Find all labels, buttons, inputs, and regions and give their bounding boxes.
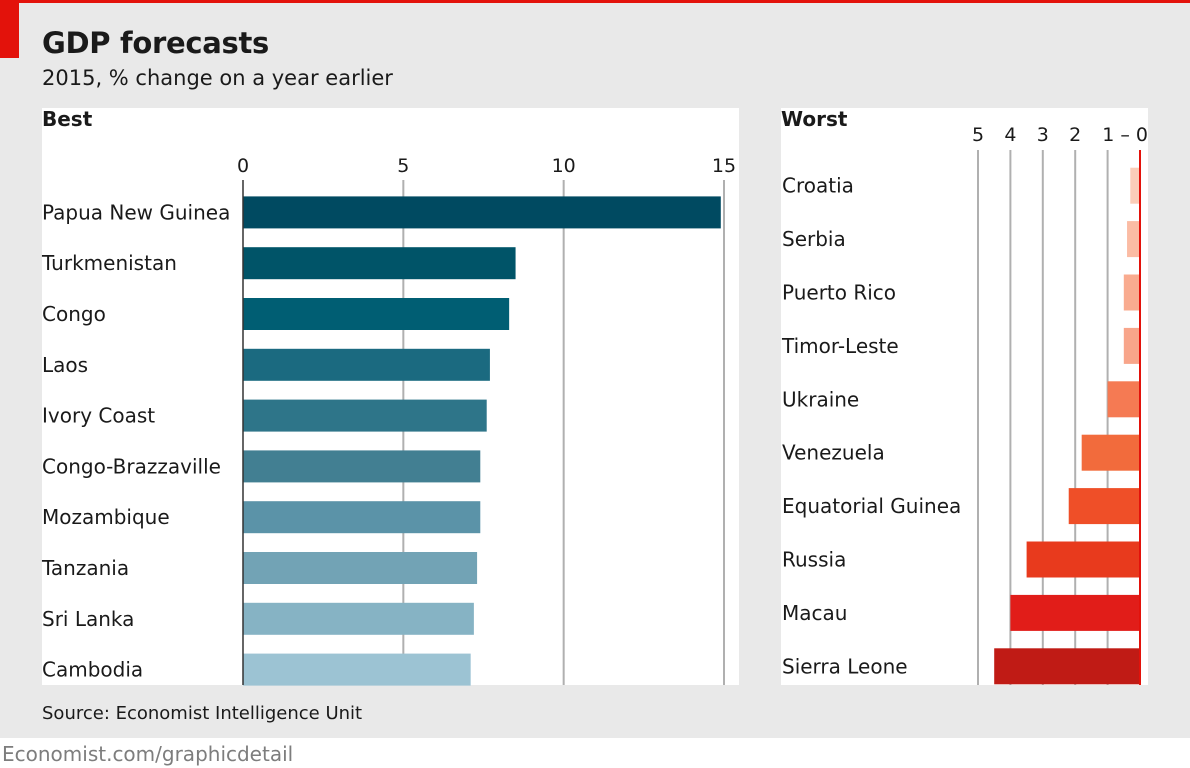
worst-bar (1081, 434, 1140, 471)
best-category-label: Papua New Guinea (42, 200, 230, 224)
best-bar (243, 298, 510, 330)
best-panel-title: Best (42, 107, 93, 131)
best-bar (243, 602, 474, 635)
best-tick-label: 5 (397, 155, 409, 177)
worst-category-label: Russia (782, 548, 846, 572)
best-category-label: Turkmenistan (41, 251, 177, 275)
worst-bar (1010, 594, 1140, 631)
worst-tick-label: 2 (1069, 124, 1081, 146)
economist-url: Economist.com/graphicdetail (2, 742, 294, 766)
worst-bar (1026, 541, 1140, 578)
best-bar (243, 450, 481, 483)
best-category-label: Mozambique (42, 505, 170, 529)
worst-category-label: Ukraine (782, 387, 859, 411)
best-bar (243, 501, 481, 534)
worst-category-label: Puerto Rico (782, 281, 896, 305)
worst-bar (1107, 381, 1140, 418)
worst-plot-area (781, 108, 1148, 685)
worst-bar (1130, 167, 1140, 204)
worst-tick-label: 3 (1037, 124, 1049, 146)
gdp-chart: Best 0 5 10 15 Papua New Guinea Turkmenistan Co… (41, 107, 1148, 686)
best-category-label: Tanzania (41, 556, 129, 580)
worst-category-label: Equatorial Guinea (782, 494, 961, 518)
worst-category-label: Serbia (782, 227, 846, 251)
worst-bar (1068, 488, 1140, 525)
worst-category-label: Croatia (782, 174, 854, 198)
best-tick-label: 0 (237, 155, 249, 177)
worst-bar (1127, 221, 1140, 258)
best-category-label: Congo-Brazzaville (42, 454, 221, 478)
worst-bar (994, 648, 1140, 685)
best-bar (243, 196, 721, 229)
worst-category-label: Venezuela (782, 441, 885, 465)
worst-category-label: Sierra Leone (782, 654, 908, 678)
best-bar (243, 552, 478, 584)
worst-tick-label: 4 (1004, 124, 1016, 146)
chart-title: GDP forecasts (42, 26, 269, 60)
worst-category-label: Timor-Leste (781, 334, 899, 358)
top-red-rule (0, 0, 1190, 3)
chart-subtitle: 2015, % change on a year earlier (42, 66, 393, 90)
best-category-label: Congo (42, 302, 106, 326)
best-bar (243, 653, 471, 686)
best-bar (243, 348, 490, 381)
best-plot-area (42, 108, 739, 685)
best-category-label: Laos (42, 353, 88, 377)
worst-category-label: Macau (782, 601, 847, 625)
best-bar (243, 247, 516, 280)
red-tab-marker (0, 3, 19, 58)
source-note: Source: Economist Intelligence Unit (42, 703, 363, 724)
best-panel: Best 0 5 10 15 Papua New Guinea Turkmenistan Co… (41, 107, 739, 686)
best-tick-label: 15 (712, 155, 736, 177)
best-category-label: Ivory Coast (42, 404, 155, 428)
worst-tick-label: 5 (972, 124, 984, 146)
worst-bar (1123, 327, 1140, 364)
worst-tick-label: 1 – 0 (1102, 124, 1148, 146)
worst-panel-title: Worst (781, 107, 848, 131)
best-category-label: Sri Lanka (42, 607, 134, 631)
best-tick-label: 10 (552, 155, 576, 177)
worst-bar (1123, 274, 1140, 311)
best-bar (243, 399, 487, 432)
best-category-label: Cambodia (42, 658, 143, 682)
worst-panel: Worst 5 4 3 2 1 – 0 Croatia Serbia Puerto Rico Ti… (781, 107, 1148, 685)
